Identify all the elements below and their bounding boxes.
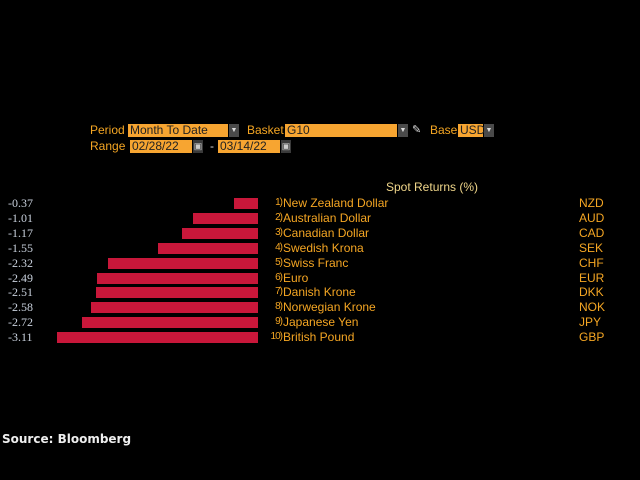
- currency-code: CAD: [579, 225, 605, 240]
- currency-code: NOK: [579, 300, 606, 315]
- currency-name: New Zealand Dollar: [283, 196, 389, 210]
- currency-code: CHF: [579, 255, 604, 270]
- bar: [234, 198, 258, 209]
- calendar-icon[interactable]: ▣: [193, 140, 203, 153]
- currency-name: Euro: [283, 270, 309, 285]
- currency-code: NZD: [579, 196, 604, 210]
- basket-dropdown[interactable]: G10: [285, 124, 397, 137]
- rank-label: 4): [275, 241, 283, 253]
- currency-code: AUD: [579, 210, 605, 225]
- basket-chevron-down-icon[interactable]: ▼: [398, 124, 408, 137]
- value-label: -2.72: [8, 315, 33, 330]
- bar: [97, 272, 258, 284]
- base-dropdown[interactable]: USD: [458, 123, 486, 137]
- bar: [57, 332, 258, 344]
- currency-code: JPY: [579, 315, 602, 330]
- currency-code: EUR: [579, 270, 605, 285]
- rank-label: 7): [275, 286, 283, 298]
- range-start-input[interactable]: 02/28/22: [130, 140, 192, 153]
- currency-code: DKK: [579, 285, 604, 300]
- bar: [182, 227, 258, 239]
- range-separator: -: [210, 139, 214, 153]
- rank-label: 10): [270, 331, 283, 343]
- source-label: Source: Bloomberg: [2, 432, 132, 446]
- value-label: -2.51: [8, 285, 33, 300]
- rank-label: 3): [275, 226, 283, 238]
- currency-name: Swiss Franc: [283, 255, 349, 270]
- range-end-input[interactable]: 03/14/22: [218, 140, 280, 153]
- value-label: -3.11: [8, 330, 33, 345]
- rank-label: 8): [275, 301, 283, 313]
- period-chevron-down-icon[interactable]: ▼: [229, 124, 239, 137]
- value-label: -2.49: [8, 270, 33, 285]
- value-label: -2.58: [8, 300, 33, 315]
- base-label: Base: [430, 123, 458, 137]
- basket-label: Basket: [247, 123, 284, 137]
- currency-name: Danish Krone: [283, 285, 356, 300]
- currency-code: GBP: [579, 330, 605, 345]
- rank-label: 1): [275, 197, 283, 208]
- currency-name: Norwegian Krone: [283, 300, 376, 315]
- currency-name: Australian Dollar: [283, 210, 372, 225]
- currency-name: Swedish Krona: [283, 240, 364, 255]
- value-label: -0.37: [8, 196, 33, 210]
- bar: [157, 242, 258, 254]
- period-label: Period: [90, 123, 125, 137]
- bar: [82, 317, 258, 329]
- base-chevron-down-icon[interactable]: ▼: [484, 124, 494, 137]
- value-label: -1.55: [8, 240, 33, 255]
- value-label: -1.01: [8, 210, 33, 225]
- currency-name: British Pound: [283, 330, 355, 345]
- calendar-icon[interactable]: ▣: [281, 140, 291, 153]
- currency-name: Canadian Dollar: [283, 225, 370, 240]
- rank-label: 9): [275, 316, 283, 328]
- pencil-icon[interactable]: ✎: [412, 124, 422, 136]
- rank-label: 5): [275, 256, 283, 268]
- bar: [91, 302, 258, 314]
- chart-title: Spot Returns (%): [386, 180, 479, 194]
- period-dropdown[interactable]: Month To Date: [128, 124, 228, 137]
- bar: [192, 212, 258, 224]
- range-label: Range: [90, 139, 126, 153]
- rank-label: 6): [275, 271, 283, 283]
- bar: [108, 257, 258, 269]
- value-label: -2.32: [8, 255, 33, 270]
- currency-code: SEK: [579, 240, 604, 255]
- rank-label: 2): [275, 211, 283, 223]
- bar: [95, 287, 258, 299]
- value-label: -1.17: [8, 225, 33, 240]
- currency-name: Japanese Yen: [283, 315, 359, 330]
